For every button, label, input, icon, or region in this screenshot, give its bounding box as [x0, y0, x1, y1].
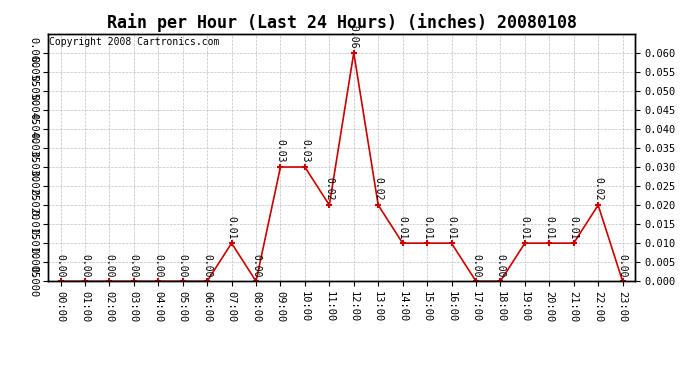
Text: 0.02: 0.02 — [324, 177, 335, 201]
Text: 0.00: 0.00 — [153, 254, 164, 277]
Text: 0.01: 0.01 — [226, 216, 237, 239]
Text: 0.01: 0.01 — [569, 216, 579, 239]
Text: 0.00: 0.00 — [129, 254, 139, 277]
Text: 0.06: 0.06 — [348, 25, 359, 49]
Text: 0.03: 0.03 — [300, 140, 310, 163]
Text: 0.01: 0.01 — [397, 216, 408, 239]
Text: 0.00: 0.00 — [178, 254, 188, 277]
Text: 0.00: 0.00 — [251, 254, 261, 277]
Text: 0.00: 0.00 — [80, 254, 90, 277]
Text: 0.00: 0.00 — [202, 254, 212, 277]
Text: 0.00: 0.00 — [55, 254, 66, 277]
Text: 0.00: 0.00 — [618, 254, 628, 277]
Text: 0.01: 0.01 — [446, 216, 457, 239]
Text: 0.01: 0.01 — [520, 216, 530, 239]
Text: 0.03: 0.03 — [275, 140, 286, 163]
Text: 0.00: 0.00 — [104, 254, 115, 277]
Text: 0.01: 0.01 — [544, 216, 554, 239]
Title: Rain per Hour (Last 24 Hours) (inches) 20080108: Rain per Hour (Last 24 Hours) (inches) 2… — [106, 13, 577, 32]
Text: 0.00: 0.00 — [495, 254, 505, 277]
Text: 0.00: 0.00 — [471, 254, 481, 277]
Text: Copyright 2008 Cartronics.com: Copyright 2008 Cartronics.com — [50, 38, 220, 48]
Text: 0.02: 0.02 — [373, 177, 383, 201]
Text: 0.01: 0.01 — [422, 216, 432, 239]
Text: 0.02: 0.02 — [593, 177, 603, 201]
